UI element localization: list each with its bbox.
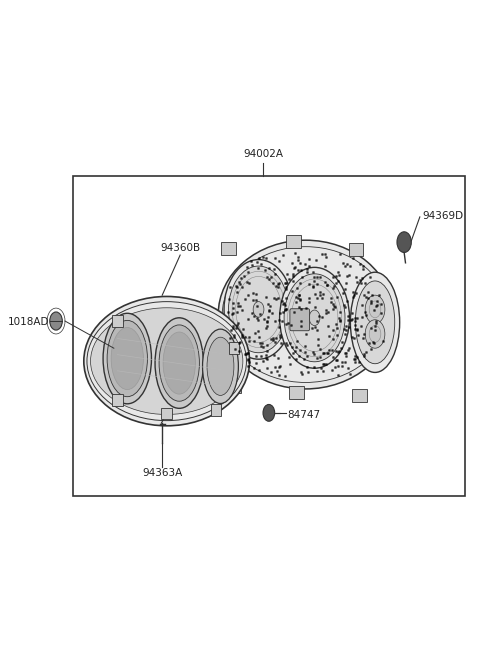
Bar <box>161 407 172 419</box>
Ellipse shape <box>163 332 195 394</box>
Bar <box>112 394 123 405</box>
Text: 84747: 84747 <box>288 410 321 420</box>
Circle shape <box>279 267 349 368</box>
Ellipse shape <box>103 313 152 403</box>
Bar <box>112 315 123 327</box>
Text: 94363A: 94363A <box>142 468 182 478</box>
Bar <box>221 242 236 255</box>
Bar <box>286 235 300 248</box>
Ellipse shape <box>203 329 239 403</box>
Ellipse shape <box>159 325 199 402</box>
Bar <box>227 381 241 394</box>
Ellipse shape <box>87 302 246 421</box>
Ellipse shape <box>84 297 250 426</box>
Ellipse shape <box>222 247 389 383</box>
Ellipse shape <box>350 272 400 373</box>
Text: 94360B: 94360B <box>160 243 200 253</box>
Text: 1018AD: 1018AD <box>8 317 49 328</box>
Circle shape <box>309 310 320 326</box>
Ellipse shape <box>107 320 147 397</box>
Circle shape <box>369 326 381 343</box>
Ellipse shape <box>355 281 395 364</box>
Ellipse shape <box>218 240 393 389</box>
Text: 94369D: 94369D <box>422 212 463 221</box>
Bar <box>72 176 465 496</box>
Ellipse shape <box>91 308 243 415</box>
Bar <box>211 404 221 416</box>
Circle shape <box>224 259 293 359</box>
Circle shape <box>365 320 385 348</box>
Text: 94002A: 94002A <box>243 149 283 159</box>
Ellipse shape <box>207 337 234 396</box>
Circle shape <box>369 301 381 318</box>
Circle shape <box>263 404 275 421</box>
Ellipse shape <box>155 318 204 408</box>
Circle shape <box>284 274 345 362</box>
Bar <box>348 244 363 256</box>
Circle shape <box>228 266 288 353</box>
Bar <box>352 389 367 402</box>
Circle shape <box>397 232 411 252</box>
Circle shape <box>253 302 264 317</box>
Bar <box>289 386 304 399</box>
FancyBboxPatch shape <box>290 309 310 331</box>
Bar <box>228 343 239 354</box>
Circle shape <box>50 312 62 330</box>
Ellipse shape <box>111 328 144 390</box>
Circle shape <box>365 295 385 324</box>
